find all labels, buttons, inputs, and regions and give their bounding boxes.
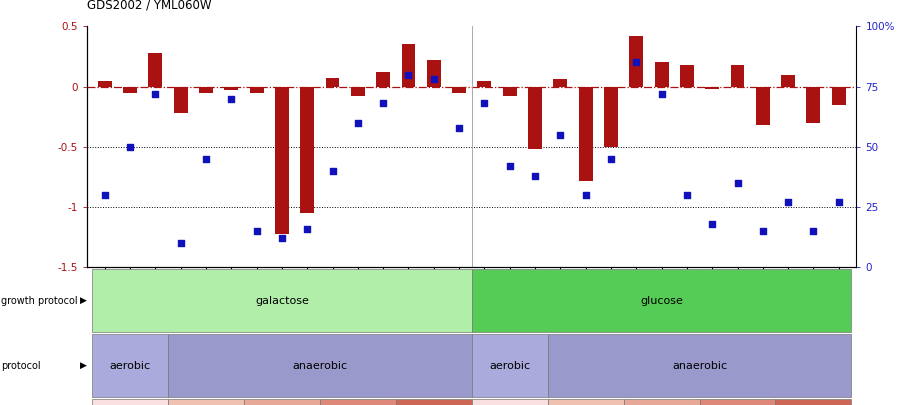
Text: galactose: galactose xyxy=(255,296,309,306)
Text: ▶: ▶ xyxy=(80,361,87,370)
Bar xyxy=(548,399,624,405)
Bar xyxy=(174,87,188,113)
Bar xyxy=(624,399,700,405)
Text: aerobic: aerobic xyxy=(489,360,530,371)
Bar xyxy=(472,334,548,397)
Bar xyxy=(376,72,390,87)
Bar xyxy=(168,399,244,405)
Point xyxy=(704,221,719,227)
Point xyxy=(629,59,644,66)
Bar xyxy=(553,79,567,87)
Bar xyxy=(244,399,320,405)
Bar xyxy=(325,78,340,87)
Point xyxy=(427,76,442,83)
Point xyxy=(477,100,492,107)
Bar xyxy=(93,399,168,405)
Point xyxy=(199,156,213,162)
Bar xyxy=(655,62,669,87)
Bar xyxy=(168,334,472,397)
Point xyxy=(173,240,188,246)
Bar xyxy=(477,81,491,87)
Point xyxy=(756,228,770,234)
Bar xyxy=(320,399,396,405)
Point xyxy=(578,192,593,198)
Bar xyxy=(300,87,314,213)
Point xyxy=(832,199,846,205)
Bar xyxy=(548,334,851,397)
Text: protocol: protocol xyxy=(1,360,40,371)
Point xyxy=(401,71,416,78)
Point xyxy=(604,156,618,162)
Bar xyxy=(756,87,769,125)
Point xyxy=(249,228,264,234)
Point xyxy=(806,228,821,234)
Bar xyxy=(148,53,162,87)
Point xyxy=(148,91,163,97)
Point xyxy=(123,144,137,150)
Bar xyxy=(528,87,542,149)
Text: glucose: glucose xyxy=(640,296,683,306)
Point xyxy=(780,199,795,205)
Text: ▶: ▶ xyxy=(80,296,87,305)
Bar xyxy=(629,36,643,87)
Point xyxy=(224,96,238,102)
Bar xyxy=(503,87,517,96)
Bar xyxy=(705,87,719,89)
Text: aerobic: aerobic xyxy=(110,360,150,371)
Point xyxy=(300,226,314,232)
Point xyxy=(730,180,745,186)
Bar xyxy=(579,87,593,181)
Point xyxy=(553,132,568,138)
Text: growth protocol: growth protocol xyxy=(1,296,78,306)
Bar xyxy=(700,399,776,405)
Bar xyxy=(275,87,289,234)
Point xyxy=(376,100,390,107)
Bar xyxy=(93,334,168,397)
Point xyxy=(351,119,365,126)
Bar xyxy=(680,65,693,87)
Point xyxy=(97,192,112,198)
Bar xyxy=(396,399,472,405)
Bar xyxy=(427,60,441,87)
Bar xyxy=(453,87,466,93)
Bar xyxy=(401,45,416,87)
Bar xyxy=(351,87,365,96)
Bar xyxy=(199,87,213,93)
Point xyxy=(452,124,466,131)
Bar xyxy=(472,399,548,405)
Point xyxy=(528,173,542,179)
Point xyxy=(325,168,340,174)
Point xyxy=(275,235,289,242)
Bar xyxy=(604,87,618,147)
Bar xyxy=(123,87,137,93)
Text: anaerobic: anaerobic xyxy=(672,360,727,371)
Bar xyxy=(776,399,851,405)
Bar xyxy=(781,75,795,87)
Bar xyxy=(832,87,845,104)
Point xyxy=(502,163,517,169)
Text: anaerobic: anaerobic xyxy=(292,360,347,371)
Bar xyxy=(98,81,112,87)
Bar xyxy=(224,87,238,90)
Bar xyxy=(806,87,821,123)
Text: GDS2002 / YML060W: GDS2002 / YML060W xyxy=(87,0,212,12)
Bar xyxy=(250,87,264,93)
Bar xyxy=(731,65,745,87)
Point xyxy=(680,192,694,198)
Bar xyxy=(93,269,472,332)
Bar xyxy=(472,269,851,332)
Point xyxy=(654,91,669,97)
